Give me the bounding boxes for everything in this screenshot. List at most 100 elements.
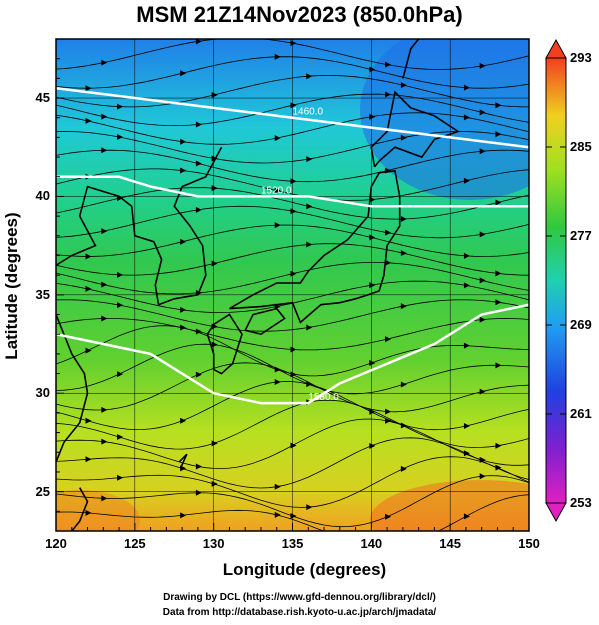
streamline [56,187,529,220]
streamline-arrow [195,121,202,128]
coastline [228,170,401,324]
coastlines [56,39,460,531]
streamline-arrow [369,113,376,120]
coastline [178,453,188,469]
streamline-arrow [274,222,281,229]
colorbar-tick-label: 253 [570,495,592,510]
streamline-arrow [369,408,376,415]
streamline-arrow [290,40,297,47]
colorbar-body [545,57,567,504]
y-tick-label: 45 [35,90,50,106]
streamline-arrow [479,148,486,155]
streamline [56,399,529,450]
warm-region [370,480,529,531]
streamline-arrow [369,359,376,366]
coastline [71,487,89,531]
streamline-arrow [85,285,92,292]
streamline-arrow [195,371,202,378]
streamline-arrow [180,512,187,519]
streamline-arrow [117,134,124,141]
colorbar-tick-label: 277 [570,228,592,243]
streamline-arrow [101,59,108,66]
streamline-arrow [495,464,502,471]
streamline-arrow [211,480,218,487]
streamline-arrow [195,463,202,470]
streamline-arrow [385,229,392,236]
streamline-arrow [400,250,407,257]
streamline [56,168,529,201]
streamline-arrow [117,433,124,440]
streamline-arrow [290,346,297,353]
streamline-arrow [180,417,187,424]
streamline-arrow [195,160,202,167]
streamline-arrow [306,156,313,163]
cold-region [360,39,529,200]
colorbar-tick-label: 269 [570,317,592,332]
streamline-arrow [101,228,108,235]
streamline-arrow [495,442,502,449]
streamline-arrow [211,260,218,267]
colorbar-tick-label: 261 [570,406,592,421]
contour-label: 1460.0 [293,107,324,118]
height-contour [56,86,529,149]
streamline-arrow [195,489,202,496]
streamline-arrow [290,513,297,520]
streamline-arrow [479,316,486,323]
streamline-arrow [117,474,124,481]
streamline-arrow [85,456,92,463]
streamline-arrow [495,199,502,206]
streamline-arrow [101,147,108,154]
streamline-arrow [479,456,486,463]
streamline-arrow [85,253,92,260]
coastline [158,146,223,306]
streamline-arrow [479,388,486,395]
streamline-arrow [101,281,108,288]
streamline-arrow [369,282,376,289]
height-contour [56,303,529,405]
streamline-arrow [495,362,502,369]
streamline [56,131,529,164]
streamline-arrow [495,270,502,277]
streamline-arrow [85,85,92,92]
streamline-arrow [195,328,202,335]
streamline-arrow [274,366,281,373]
colorbar-tick-label: 285 [570,139,592,154]
streamline-arrow [211,440,218,447]
streamline-arrow [463,114,470,121]
streamline-arrow [369,234,376,241]
colorbar-top-arrow [545,38,567,59]
streamline [56,456,529,508]
contour-label: 1520.0 [261,185,292,196]
credit-data: Data from http://database.rish.kyoto-u.a… [162,607,437,618]
streamline [56,112,529,145]
x-tick-label: 130 [202,536,225,551]
streamline-arrow [290,208,297,215]
y-tick-label: 40 [35,188,50,204]
streamline-arrow [400,465,407,472]
streamline [56,224,529,257]
streamline-arrow [180,167,187,174]
streamline-arrow [479,109,486,116]
colorbar-bottom-arrow [545,502,567,523]
coastline [56,215,97,266]
streamline-arrow [463,177,470,184]
y-tick-label: 35 [35,286,50,302]
streamline-arrow [400,422,407,429]
streamline-arrow [463,342,470,349]
streamline-arrow [479,473,486,480]
streamline-arrow [306,241,313,248]
streamline-arrow [180,138,187,145]
streamline-arrow [306,73,313,80]
streamline [56,325,529,377]
map-plot-area: 1460.0 1520.0 1580.0 [55,38,530,532]
y-tick-label: 25 [35,483,50,499]
streamline-arrow [85,117,92,124]
streamline-arrow [274,378,281,385]
streamline-arrow [180,238,187,245]
y-tick-label: 30 [35,385,50,401]
x-axis-label: Longitude (degrees) [222,560,387,579]
streamline-arrow [463,252,470,259]
streamline-arrow [85,509,92,516]
streamline-arrow [290,270,297,277]
